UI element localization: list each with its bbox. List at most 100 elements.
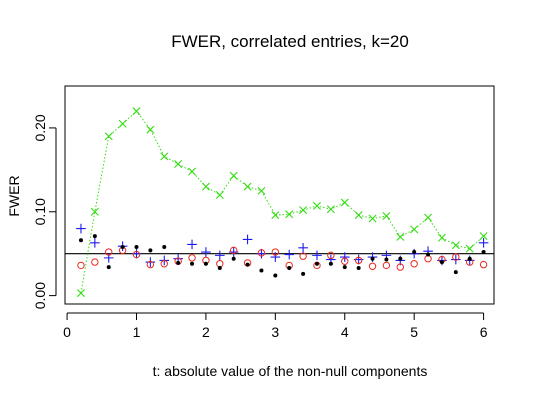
data-point <box>314 261 319 266</box>
data-point <box>273 273 278 278</box>
data-point <box>90 237 100 248</box>
chart-title: FWER, correlated entries, k=20 <box>171 32 409 51</box>
data-point <box>412 250 417 255</box>
data-point <box>203 261 208 266</box>
data-point <box>340 198 349 207</box>
y-tick-label: 0.00 <box>32 282 48 309</box>
data-point <box>384 257 389 262</box>
data-point <box>451 241 460 250</box>
data-point <box>174 159 183 168</box>
x-axis-label: t: absolute value of the non-null compon… <box>153 363 428 379</box>
data-point <box>298 243 308 253</box>
data-point <box>382 211 391 220</box>
data-point <box>243 182 252 191</box>
x-tick-label: 0 <box>63 324 71 340</box>
data-point <box>162 244 167 249</box>
data-point <box>270 252 281 262</box>
data-point <box>341 257 349 265</box>
data-point <box>410 260 418 268</box>
data-point <box>299 206 308 215</box>
data-point <box>437 233 446 242</box>
data-point <box>215 191 224 199</box>
data-point <box>145 257 156 267</box>
data-point <box>188 254 196 262</box>
data-point <box>160 152 169 161</box>
y-tick-label: 0.10 <box>32 198 48 225</box>
data-point <box>188 167 197 176</box>
data-point <box>354 256 363 265</box>
data-point <box>271 211 280 220</box>
data-point <box>229 246 238 255</box>
data-point <box>398 256 403 261</box>
data-point <box>134 244 139 249</box>
y-tick-label: 0.20 <box>32 114 48 141</box>
y-axis-label: FWER <box>6 175 22 216</box>
data-point <box>326 205 335 214</box>
data-point <box>426 252 431 257</box>
data-point <box>271 248 280 256</box>
data-point <box>132 107 141 116</box>
data-point <box>453 270 458 275</box>
data-point <box>201 247 211 257</box>
data-point <box>104 132 113 141</box>
data-point <box>312 201 321 210</box>
x-tick-label: 4 <box>341 324 349 340</box>
data-point <box>78 238 83 243</box>
x-tick-label: 6 <box>480 324 488 340</box>
data-point <box>327 251 335 260</box>
data-point <box>176 260 181 265</box>
data-point <box>284 249 295 260</box>
data-point <box>77 261 85 270</box>
data-point <box>370 256 375 261</box>
data-point <box>120 244 125 249</box>
series-layer <box>76 107 489 298</box>
data-point <box>299 252 307 260</box>
data-point <box>481 250 486 255</box>
data-point <box>356 265 361 270</box>
series-o <box>77 246 488 271</box>
data-point <box>215 250 225 261</box>
data-point <box>146 260 155 269</box>
data-point <box>231 256 236 261</box>
data-point <box>201 182 210 191</box>
data-point <box>105 248 113 256</box>
data-point <box>396 263 404 271</box>
x-tick-label: 3 <box>271 324 279 340</box>
data-point <box>160 260 168 268</box>
data-point <box>132 250 141 259</box>
data-point <box>342 265 347 270</box>
x-axis: 0 1 2 3 4 5 6 <box>63 312 488 340</box>
data-point <box>257 249 266 257</box>
data-point <box>368 262 377 270</box>
data-point <box>478 237 489 248</box>
data-point <box>312 250 322 261</box>
data-point <box>285 210 294 219</box>
data-point <box>479 260 488 269</box>
data-point <box>229 171 238 180</box>
data-point <box>465 244 474 253</box>
data-point <box>90 207 99 216</box>
data-point <box>146 125 155 134</box>
data-point <box>259 268 264 273</box>
data-point <box>217 265 222 270</box>
data-point <box>287 265 292 270</box>
data-point <box>187 239 197 250</box>
series-+ <box>76 223 489 267</box>
data-point <box>92 234 97 239</box>
data-point <box>452 253 460 261</box>
data-point <box>451 254 461 265</box>
data-point <box>190 261 195 266</box>
data-point <box>467 256 472 261</box>
series-line <box>80 110 484 294</box>
data-point <box>91 258 99 266</box>
x-tick-label: 2 <box>202 324 210 340</box>
data-point <box>339 252 350 262</box>
data-point <box>479 232 488 241</box>
y-axis: 0.00 0.10 0.20 <box>32 114 57 309</box>
data-point <box>368 214 377 223</box>
x-tick-label: 5 <box>410 324 418 340</box>
data-point <box>257 186 266 195</box>
data-point <box>76 289 85 298</box>
data-point <box>242 234 253 245</box>
data-point <box>148 248 153 253</box>
